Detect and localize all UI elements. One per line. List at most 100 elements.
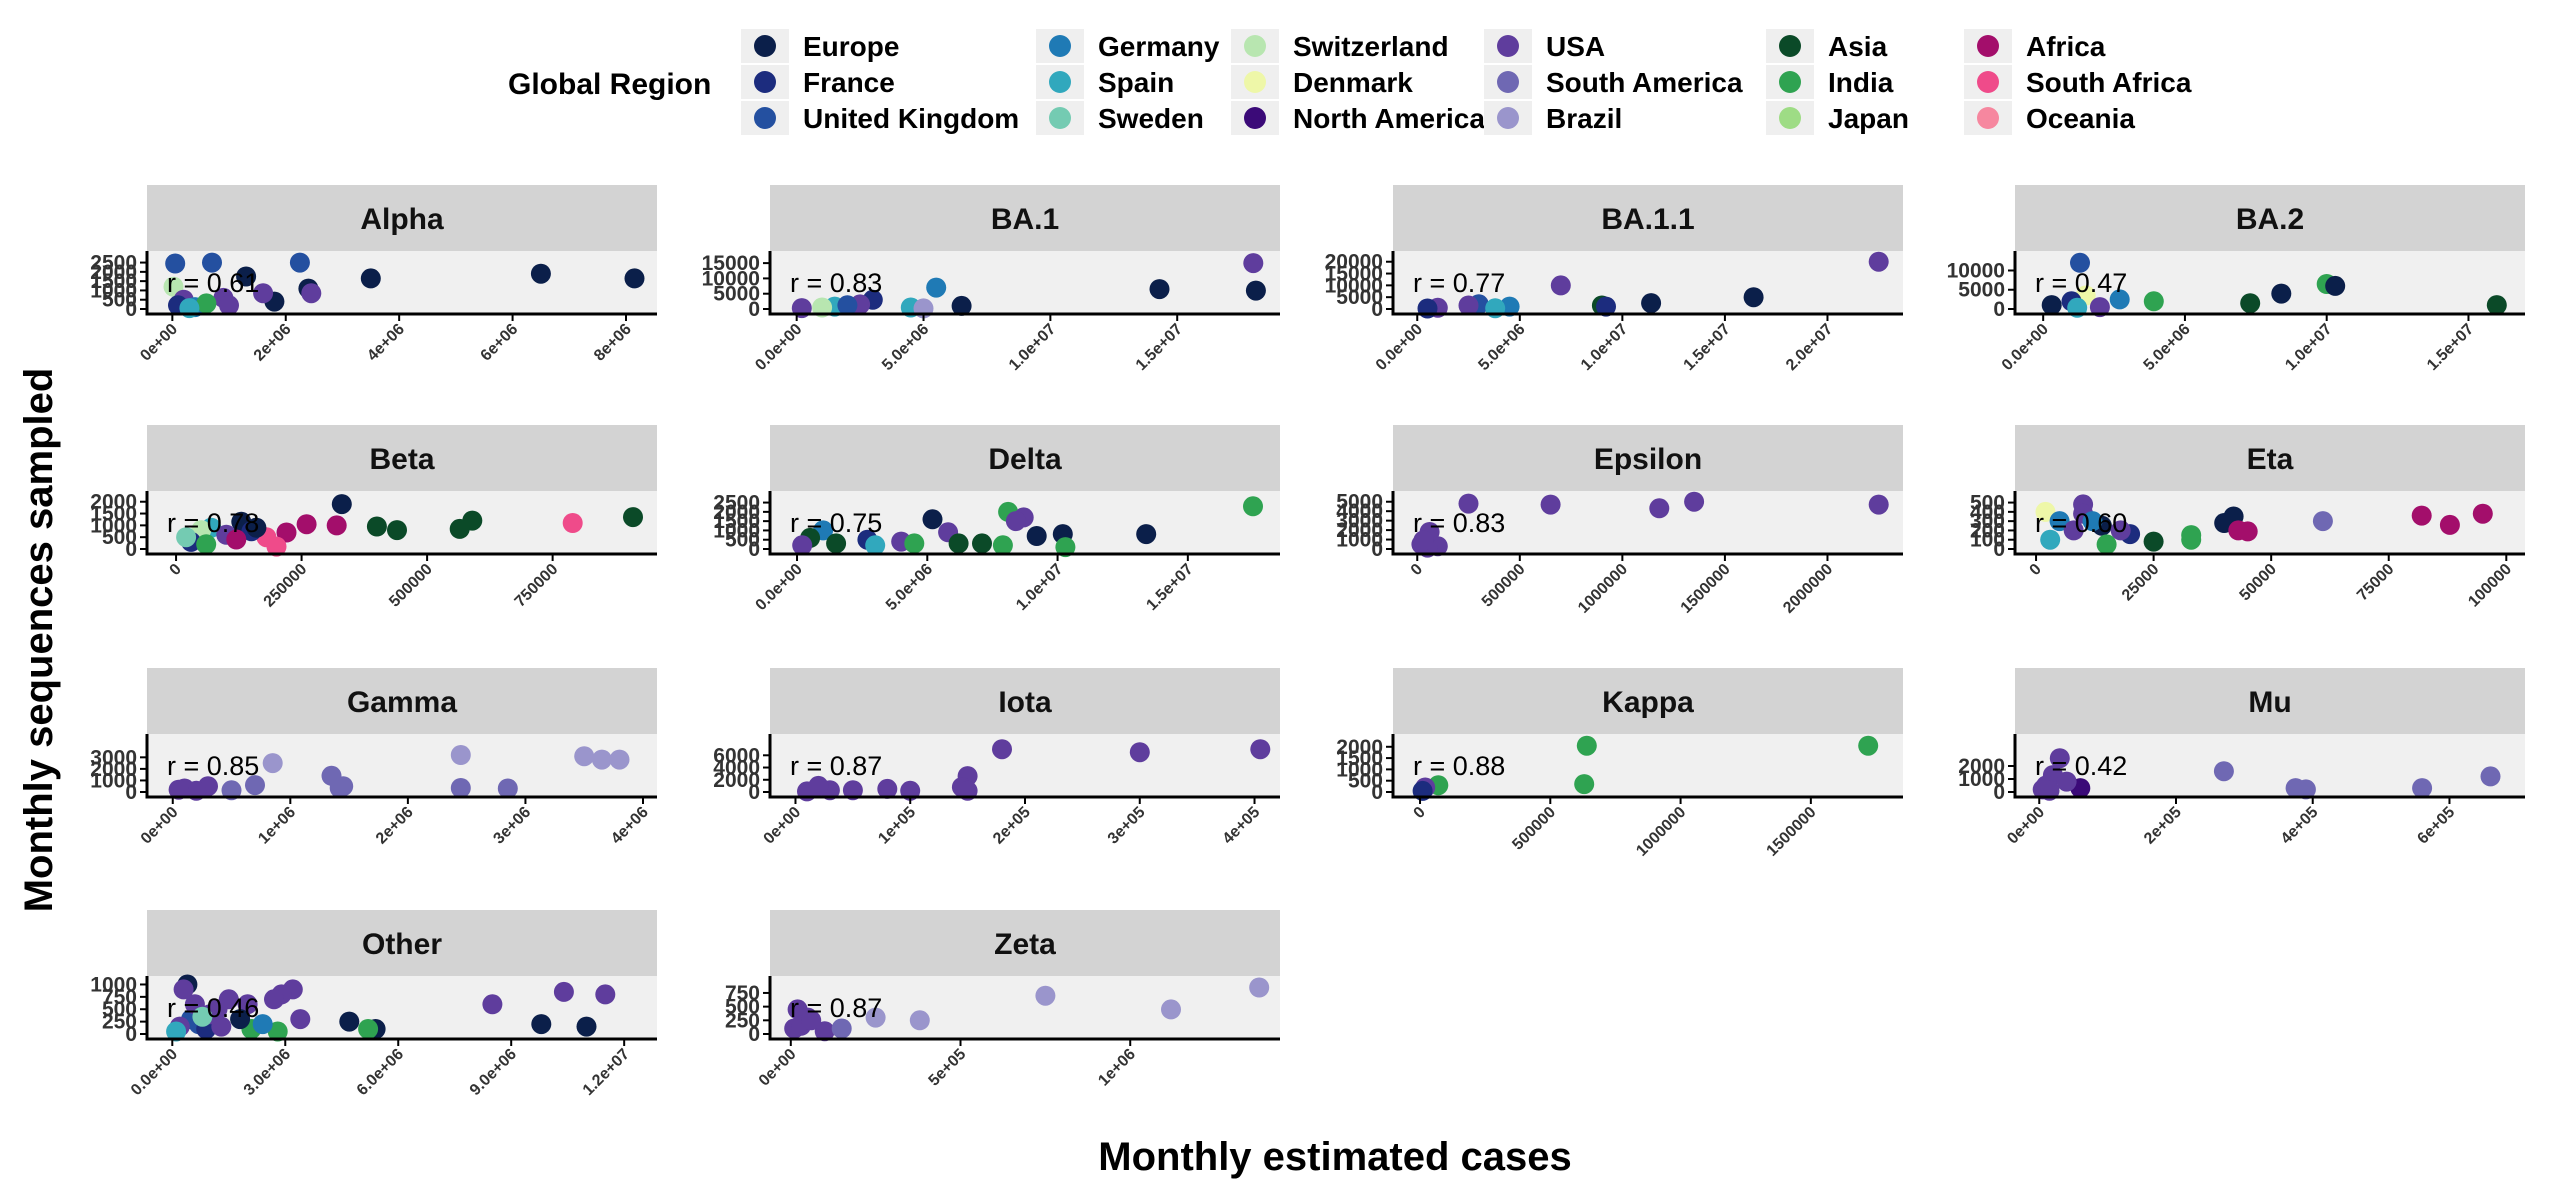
correlation-label-other: r = 0.46 [167,993,259,1023]
correlation-label-iota: r = 0.87 [790,751,882,781]
panel-title-mu: Mu [2248,686,2291,719]
point-epsilon-1 [1540,494,1561,515]
point-zeta-2 [1161,999,1181,1020]
y-tick-label-ba-1-1-1: 5000 [1336,286,1383,309]
legend-label-france: France [803,67,895,98]
y-tick-label-epsilon-5: 5000 [1336,491,1383,514]
y-tick-label-iota-3: 6000 [713,744,760,767]
point-gamma-15 [221,780,242,801]
y-axis-title: Monthly sequences sampled [17,368,61,913]
point-delta-19 [826,533,847,554]
point-beta-7 [326,515,347,536]
panel-strip-gamma [147,668,657,734]
x-tick-label-iota-2: 2e+05 [990,804,1034,848]
point-gamma-1 [574,746,595,767]
x-tick-label-epsilon-4: 2000000 [1780,561,1836,617]
point-other-12 [339,1011,360,1032]
x-tick-label-iota-3: 3e+05 [1105,804,1149,848]
point-eta-16 [2063,520,2084,541]
legend-marker-south-america [1497,71,1519,93]
panel-title-gamma: Gamma [347,686,457,719]
x-tick-label-beta-1: 250000 [261,561,311,611]
x-tick-label-beta-2: 500000 [386,561,436,611]
legend-marker-north-america [1244,107,1266,129]
point-delta-20 [904,533,925,554]
point-gamma-0 [450,745,471,765]
point-epsilon-9 [1413,530,1434,551]
point-zeta-3 [909,1010,930,1031]
point-delta-17 [792,535,813,556]
point-delta-3 [1005,511,1026,532]
point-eta-15 [2049,511,2070,532]
y-tick-label-gamma-1: 1000 [90,769,137,792]
x-tick-label-zeta-0: 0e+00 [756,1046,800,1090]
legend-label-north-america: North America [1293,103,1485,134]
point-delta-11 [1055,537,1076,558]
point-beta-21 [246,517,267,538]
legend-marker-germany [1049,35,1071,57]
legend-label-south-africa: South Africa [2026,67,2192,98]
y-tick-label-beta-4: 2000 [90,491,137,514]
legend-item-oceania: Oceania [1964,101,2135,135]
point-gamma-14 [168,779,189,800]
legend-label-india: India [1828,67,1894,98]
legend-marker-france [754,71,776,93]
legend-marker-india [1779,71,1801,93]
x-tick-label-ba-1-1-3: 1.5e+07 [1681,321,1734,374]
x-tick-label-zeta-2: 1e+06 [1095,1046,1139,1090]
point-eta-18 [2040,529,2061,550]
x-tick-label-mu-1: 2e+05 [2141,804,2185,848]
legend-label-oceania: Oceania [2026,103,2135,134]
point-gamma-8 [450,778,471,798]
correlation-label-ba-2: r = 0.47 [2035,268,2127,298]
point-other-27 [252,1014,273,1035]
y-tick-label-alpha-1: 500 [102,289,137,312]
point-gamma-4 [262,753,283,774]
point-ba-1-1-1 [1550,275,1571,296]
point-eta-14 [2035,501,2056,522]
correlation-label-mu: r = 0.42 [2035,751,2127,781]
x-tick-label-mu-3: 6e+05 [2415,804,2459,848]
legend-item-north-america: North America [1231,101,1485,135]
x-tick-label-beta-0: 0 [167,561,185,579]
point-alpha-8 [301,283,322,304]
point-ba-2-4 [2240,293,2261,314]
legend-label-japan: Japan [1828,103,1909,134]
legend-label-asia: Asia [1828,31,1888,62]
legend-label-sweden: Sweden [1098,103,1204,134]
y-tick-label-zeta-0: 0 [748,1023,760,1046]
y-tick-label-mu-2: 2000 [1958,755,2005,778]
panel-title-ba-1-1: BA.1.1 [1601,203,1694,236]
point-beta-0 [331,494,352,515]
x-tick-label-kappa-1: 500000 [1509,804,1559,854]
x-tick-label-beta-3: 750000 [512,561,562,611]
x-tick-label-kappa-0: 0 [1411,804,1429,822]
legend-label-spain: Spain [1098,67,1174,98]
y-tick-label-other-1: 250 [102,1011,137,1034]
x-tick-label-other-2: 6.0e+06 [354,1046,407,1099]
point-alpha-11 [253,283,274,304]
point-iota-2 [1129,742,1150,763]
y-tick-label-eta-0: 0 [1993,538,2005,561]
y-tick-label-other-4: 1000 [90,973,137,996]
x-tick-label-eta-2: 50000 [2237,561,2281,605]
point-beta-17 [226,529,247,550]
legend-label-brazil: Brazil [1546,103,1622,134]
panel-title-epsilon: Epsilon [1594,443,1702,476]
correlation-label-epsilon: r = 0.83 [1413,508,1505,538]
y-tick-label-eta-4: 400 [1970,501,2005,524]
y-tick-label-ba-1-1: 5000 [713,283,760,306]
point-other-14 [576,1016,597,1037]
legend-marker-united-kingdom [754,107,776,129]
legend-item-germany: Germany [1036,29,1220,63]
point-eta-20 [2110,520,2131,541]
panel-strip-beta [147,425,657,491]
x-tick-label-iota-1: 1e+05 [875,804,919,848]
y-tick-label-mu-1: 1000 [1958,768,2005,791]
x-tick-label-other-4: 1.2e+07 [580,1046,633,1099]
point-alpha-0 [165,253,186,274]
y-tick-label-kappa-1: 500 [1348,770,1383,793]
